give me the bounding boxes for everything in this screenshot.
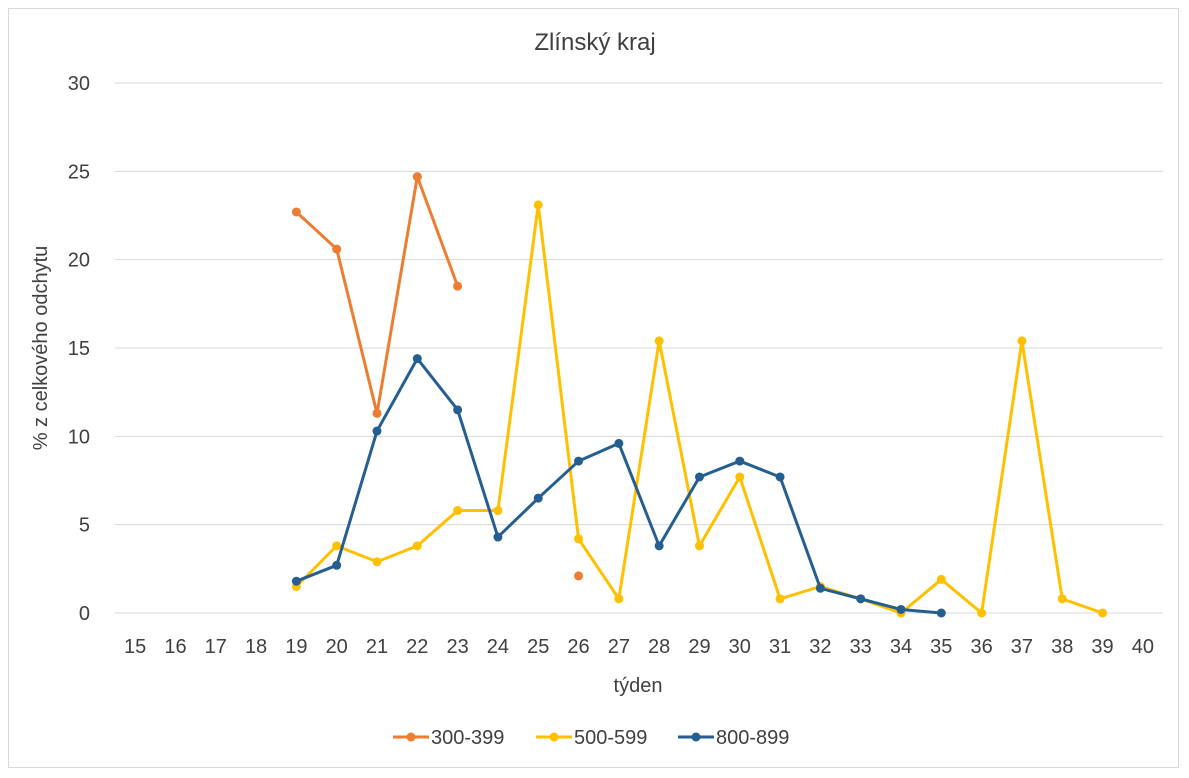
data-point xyxy=(372,557,382,567)
data-point xyxy=(896,604,906,614)
x-tick-label: 28 xyxy=(648,636,670,658)
y-tick-label: 10 xyxy=(68,426,90,448)
data-point xyxy=(654,541,664,551)
x-tick-label: 24 xyxy=(487,636,509,658)
data-point xyxy=(775,472,785,482)
data-point xyxy=(815,583,825,593)
data-point xyxy=(493,532,503,542)
series-lines xyxy=(291,172,1108,618)
x-tick-labels: 15 16 17 18 19 20 21 22 23 24 25 26 27 28 29 30 31 32 33 34… xyxy=(124,636,1154,658)
x-tick-label: 20 xyxy=(326,636,348,658)
data-point xyxy=(735,456,745,466)
x-tick-label: 33 xyxy=(850,636,872,658)
x-tick-label: 23 xyxy=(446,636,468,658)
chart-title: Zlínský kraj xyxy=(534,29,655,56)
data-point xyxy=(694,472,704,482)
data-point xyxy=(1098,608,1108,618)
data-point xyxy=(453,405,463,415)
data-point xyxy=(332,244,342,254)
x-tick-label: 18 xyxy=(245,636,267,658)
x-tick-label: 22 xyxy=(406,636,428,658)
series-line xyxy=(294,357,943,615)
x-tick-label: 31 xyxy=(769,636,791,658)
legend-label: 300-399 xyxy=(431,727,504,749)
x-tick-label: 21 xyxy=(366,636,388,658)
x-tick-label: 34 xyxy=(890,636,912,658)
x-tick-label: 30 xyxy=(729,636,751,658)
data-point xyxy=(412,172,422,182)
x-tick-label: 27 xyxy=(608,636,630,658)
x-tick-label: 29 xyxy=(688,636,710,658)
data-point xyxy=(574,571,584,581)
data-point xyxy=(291,207,301,217)
data-point xyxy=(936,608,946,618)
data-point xyxy=(332,560,342,570)
x-tick-label: 15 xyxy=(124,636,146,658)
y-tick-label: 0 xyxy=(79,603,90,625)
data-point xyxy=(372,408,382,418)
x-tick-label: 37 xyxy=(1011,636,1033,658)
y-tick-label: 25 xyxy=(68,161,90,183)
data-point xyxy=(372,426,382,436)
data-point xyxy=(1057,594,1067,604)
data-point xyxy=(614,438,624,448)
x-tick-label: 38 xyxy=(1051,636,1073,658)
series-line xyxy=(294,203,1105,615)
y-tick-label: 15 xyxy=(68,338,90,360)
legend-label: 500-599 xyxy=(574,727,647,749)
data-point xyxy=(775,594,785,604)
x-tick-label: 25 xyxy=(527,636,549,658)
data-point xyxy=(493,506,503,516)
x-tick-label: 35 xyxy=(930,636,952,658)
legend-marker xyxy=(406,732,416,742)
data-point xyxy=(614,594,624,604)
data-point xyxy=(412,354,422,364)
data-point xyxy=(574,456,584,466)
data-point xyxy=(735,472,745,482)
legend-item: 800-899 xyxy=(678,727,789,749)
series-500-599 xyxy=(291,200,1108,618)
legend-item: 500-599 xyxy=(536,727,647,749)
data-point xyxy=(856,594,866,604)
data-point xyxy=(332,541,342,551)
data-point xyxy=(694,541,704,551)
legend-item: 300-399 xyxy=(393,727,504,749)
legend: 300-399 500-599 800-899 xyxy=(393,727,789,749)
series-300-399 xyxy=(291,172,584,581)
x-axis-title: týden xyxy=(614,675,663,697)
data-point xyxy=(936,574,946,584)
x-tick-label: 32 xyxy=(809,636,831,658)
x-tick-label: 19 xyxy=(285,636,307,658)
y-tick-label: 20 xyxy=(68,250,90,272)
x-tick-label: 40 xyxy=(1132,636,1154,658)
y-tick-label: 30 xyxy=(68,73,90,95)
x-tick-label: 26 xyxy=(567,636,589,658)
legend-marker xyxy=(549,732,559,742)
y-tick-labels: 0 5 10 15 20 25 30 xyxy=(68,73,90,625)
gridlines xyxy=(115,82,1163,614)
x-tick-label: 17 xyxy=(205,636,227,658)
x-tick-label: 39 xyxy=(1091,636,1113,658)
data-point xyxy=(1017,336,1027,346)
data-point xyxy=(977,608,987,618)
data-point xyxy=(453,281,463,291)
data-point xyxy=(291,576,301,586)
y-tick-label: 5 xyxy=(79,515,90,537)
legend-marker xyxy=(691,732,701,742)
data-point xyxy=(533,493,543,503)
y-axis-title: % z celkového odchytu xyxy=(30,246,52,451)
chart-frame xyxy=(8,8,1179,768)
legend-label: 800-899 xyxy=(716,727,789,749)
data-point xyxy=(574,534,584,544)
x-tick-label: 36 xyxy=(970,636,992,658)
data-point xyxy=(533,200,543,210)
x-tick-label: 16 xyxy=(164,636,186,658)
series-800-899 xyxy=(291,354,946,618)
data-point xyxy=(654,336,664,346)
data-point xyxy=(453,506,463,516)
data-point xyxy=(412,541,422,551)
